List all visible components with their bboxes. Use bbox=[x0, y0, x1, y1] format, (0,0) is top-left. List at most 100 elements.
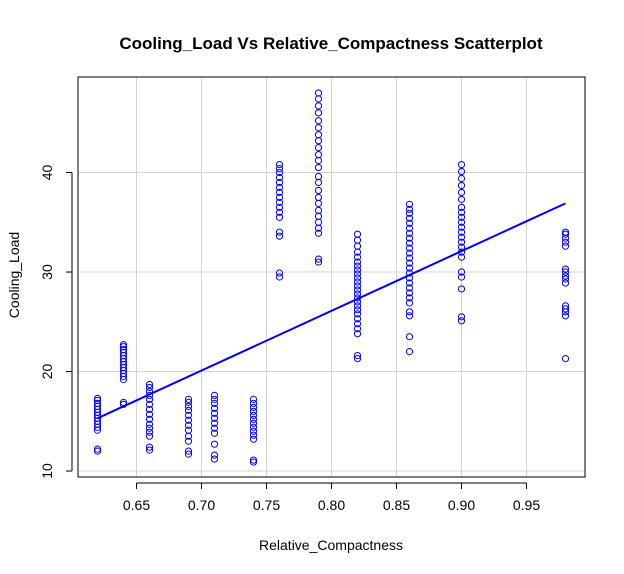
data-point bbox=[145, 415, 154, 423]
data-point bbox=[275, 173, 284, 182]
data-point bbox=[275, 232, 284, 240]
data-point bbox=[249, 407, 258, 415]
data-point bbox=[561, 302, 570, 310]
data-point bbox=[275, 269, 284, 277]
y-axis: 10 20 30 40 bbox=[39, 165, 73, 479]
data-point bbox=[184, 421, 193, 429]
data-point bbox=[457, 174, 466, 183]
y-tick-label: 10 bbox=[39, 463, 55, 479]
data-point bbox=[249, 458, 258, 466]
data-point bbox=[184, 426, 193, 434]
data-point bbox=[145, 428, 154, 436]
data-point bbox=[210, 395, 219, 403]
data-point bbox=[93, 447, 102, 455]
x-tick-label: 0.95 bbox=[513, 497, 540, 513]
data-point bbox=[353, 258, 362, 266]
data-point bbox=[275, 178, 284, 187]
data-point bbox=[249, 435, 258, 443]
x-tick-label: 0.65 bbox=[123, 497, 150, 513]
data-point bbox=[314, 124, 323, 132]
data-point bbox=[405, 254, 414, 262]
data-point bbox=[145, 380, 154, 389]
data-point bbox=[184, 398, 193, 406]
data-point bbox=[457, 223, 466, 231]
data-point bbox=[561, 279, 570, 287]
data-point bbox=[353, 262, 362, 270]
data-point bbox=[457, 160, 466, 169]
data-point bbox=[314, 109, 323, 117]
data-point bbox=[457, 285, 466, 293]
data-point bbox=[314, 102, 323, 110]
data-point bbox=[249, 419, 258, 427]
data-point bbox=[314, 186, 323, 195]
data-point bbox=[353, 352, 362, 360]
data-point bbox=[405, 214, 414, 222]
data-point bbox=[405, 279, 414, 287]
x-tick-label: 0.85 bbox=[383, 497, 410, 513]
data-point bbox=[405, 205, 414, 213]
data-point bbox=[275, 208, 284, 216]
data-point bbox=[405, 249, 414, 257]
y-axis-label: Cooling_Load bbox=[6, 232, 22, 318]
data-point bbox=[275, 273, 284, 281]
data-point bbox=[314, 156, 323, 165]
data-point bbox=[353, 278, 362, 286]
data-point bbox=[561, 242, 570, 250]
data-point bbox=[275, 193, 284, 201]
data-point bbox=[184, 437, 193, 445]
data-point bbox=[457, 203, 466, 211]
data-point bbox=[210, 429, 219, 437]
data-point bbox=[405, 294, 414, 302]
data-point bbox=[314, 131, 323, 139]
data-point bbox=[405, 284, 414, 292]
data-point bbox=[353, 266, 362, 274]
data-point bbox=[184, 447, 193, 455]
data-point bbox=[314, 229, 323, 237]
data-point bbox=[249, 423, 258, 431]
data-point bbox=[314, 218, 323, 226]
data-point bbox=[457, 268, 466, 276]
data-point bbox=[353, 290, 362, 298]
data-point bbox=[210, 419, 219, 427]
data-point bbox=[561, 265, 570, 273]
data-point bbox=[457, 228, 466, 236]
data-point bbox=[249, 415, 258, 423]
data-point bbox=[353, 325, 362, 333]
data-point bbox=[210, 424, 219, 432]
data-point bbox=[405, 333, 414, 341]
data-point bbox=[457, 195, 466, 203]
x-axis-label: Relative_Compactness bbox=[259, 537, 403, 553]
data-point bbox=[405, 219, 414, 227]
data-point bbox=[275, 188, 284, 197]
data-point bbox=[405, 299, 414, 307]
data-point bbox=[457, 208, 466, 216]
data-points bbox=[93, 89, 570, 466]
data-point bbox=[353, 306, 362, 314]
data-point bbox=[314, 95, 323, 103]
data-point bbox=[561, 275, 570, 283]
data-point bbox=[210, 414, 219, 422]
data-point bbox=[405, 308, 414, 316]
regression-line-group bbox=[97, 202, 566, 420]
data-point bbox=[184, 416, 193, 424]
data-point bbox=[457, 233, 466, 241]
data-point bbox=[145, 405, 154, 413]
data-point bbox=[314, 255, 323, 263]
data-point bbox=[145, 395, 154, 403]
data-point bbox=[145, 383, 154, 392]
data-point bbox=[353, 310, 362, 318]
data-point bbox=[119, 343, 128, 351]
data-point bbox=[249, 399, 258, 407]
data-point bbox=[457, 313, 466, 321]
data-point bbox=[249, 411, 258, 419]
data-point bbox=[457, 188, 466, 197]
data-point bbox=[210, 440, 219, 448]
x-tick-label: 0.75 bbox=[253, 497, 280, 513]
data-point bbox=[184, 395, 193, 403]
data-point bbox=[405, 200, 414, 208]
data-point bbox=[314, 144, 323, 152]
x-tick-label: 0.80 bbox=[318, 497, 345, 513]
data-point bbox=[561, 312, 570, 320]
data-point bbox=[314, 199, 323, 207]
